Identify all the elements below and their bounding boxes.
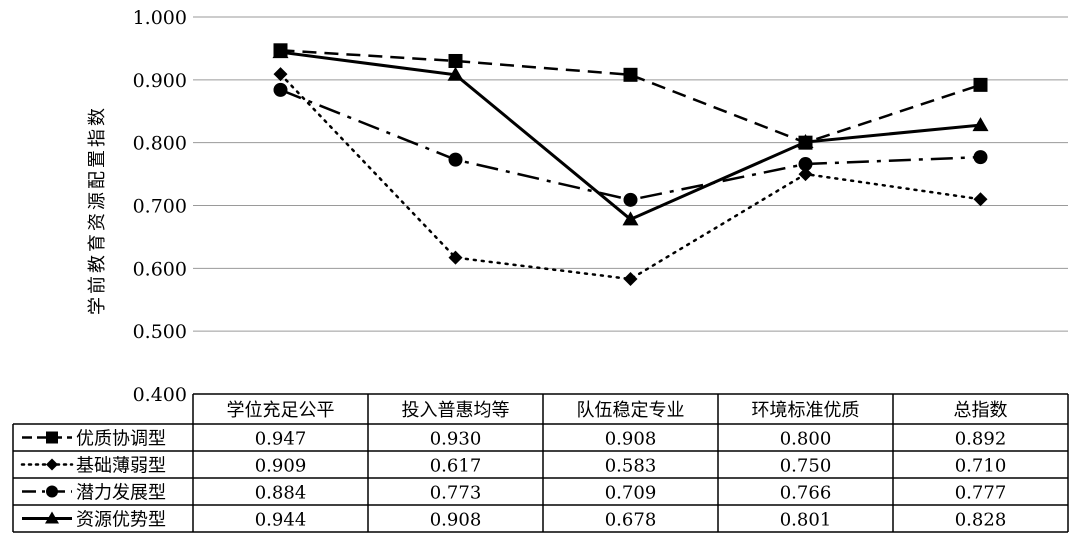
marker-square [623, 67, 638, 82]
table-cell-value: 0.710 [955, 456, 1007, 477]
legend-entry: 资源优势型 [22, 510, 166, 531]
table-cell-value: 0.777 [955, 483, 1007, 504]
series-line [280, 49, 981, 144]
marker-triangle [447, 66, 464, 81]
category-label: 投入普惠均等 [402, 400, 510, 421]
category-label: 队伍稳定专业 [577, 400, 685, 421]
y-axis-label: 学前教育资源配置指数 [87, 105, 108, 315]
legend-label: 潜力发展型 [76, 483, 166, 504]
table-cell-value: 0.801 [780, 510, 832, 531]
category-label: 总指数 [954, 400, 1008, 421]
marker-circle [448, 152, 463, 167]
table-cell-value: 0.909 [255, 456, 307, 477]
marker-circle [973, 150, 988, 165]
marker-diamond [798, 167, 813, 182]
y-axis-title: 学前教育资源配置指数 [87, 105, 108, 315]
marker-triangle [972, 117, 989, 132]
table-cell-value: 0.800 [780, 429, 832, 450]
marker-diamond [46, 458, 58, 471]
y-tick-label: 0.600 [133, 258, 187, 280]
marker-diamond [623, 272, 638, 287]
y-tick-label: 1.000 [133, 7, 187, 29]
marker-circle [46, 485, 58, 498]
y-tick-labels: 0.400 0.500 0.600 0.700 0.800 0.900 1.000 [133, 7, 187, 406]
y-tick-label: 0.500 [133, 321, 187, 343]
series-3 [273, 82, 988, 207]
table-cell-value: 0.750 [780, 456, 832, 477]
category-label: 学位充足公平 [227, 400, 335, 421]
marker-triangle [272, 44, 289, 59]
series-2 [273, 67, 988, 287]
y-tick-label: 0.700 [133, 196, 187, 218]
marker-diamond [448, 250, 463, 265]
table-cell-value: 0.892 [955, 429, 1007, 450]
marker-square [973, 77, 988, 92]
table-cell-value: 0.773 [430, 483, 482, 504]
marker-circle [273, 82, 288, 97]
legend-entry: 基础薄弱型 [20, 456, 166, 477]
legend-label: 资源优势型 [76, 510, 166, 531]
marker-diamond [273, 67, 288, 82]
table-cell-value: 0.944 [255, 510, 307, 531]
table-cell-value: 0.583 [605, 456, 657, 477]
marker-diamond [973, 192, 988, 207]
series-lines [272, 43, 989, 287]
table-cell-value: 0.908 [430, 510, 482, 531]
marker-square [448, 53, 463, 68]
category-label: 环境标准优质 [752, 400, 860, 421]
legend-label: 基础薄弱型 [76, 456, 166, 477]
marker-square [46, 431, 58, 444]
legend-label: 优质协调型 [76, 429, 166, 450]
table-cell-value: 0.766 [780, 483, 832, 504]
table-cell-value: 0.884 [255, 483, 307, 504]
series-4 [272, 44, 989, 226]
marker-circle [623, 192, 638, 207]
y-tick-label: 0.800 [133, 133, 187, 155]
table-cell-value: 0.930 [430, 429, 482, 450]
table-cell-value: 0.908 [605, 429, 657, 450]
marker-triangle [45, 511, 59, 524]
marker-circle [798, 157, 813, 172]
table-cell-value: 0.709 [605, 483, 657, 504]
table-cell-value: 0.828 [955, 510, 1007, 531]
series-line [279, 72, 982, 281]
legend-entry: 优质协调型 [22, 429, 166, 450]
table-cell-value: 0.617 [430, 456, 482, 477]
marker-triangle [622, 211, 639, 226]
marker-triangle [797, 134, 814, 149]
table-cell-value: 0.678 [605, 510, 657, 531]
y-tick-label: 0.900 [133, 70, 187, 92]
y-tick-label: 0.400 [133, 384, 187, 406]
table-cell-value: 0.947 [255, 429, 307, 450]
legend-entry: 潜力发展型 [22, 483, 166, 504]
